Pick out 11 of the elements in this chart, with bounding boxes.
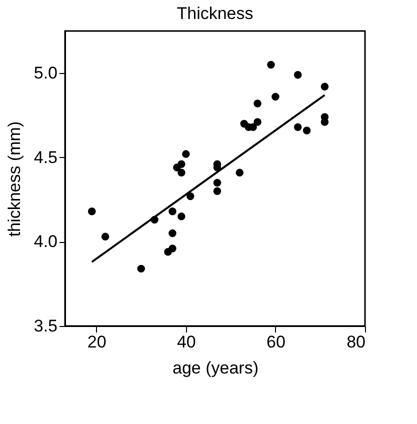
y-tick-label: 4.5 [34, 148, 58, 167]
x-tick-label: 80 [346, 332, 366, 352]
y-tick-label: 3.5 [34, 316, 58, 336]
y-axis-title: thickness (mm) [4, 121, 24, 237]
x-axis-title: age (years) [172, 358, 258, 378]
y-tick-label: 5.0 [34, 64, 58, 83]
x-tick-label: 40 [176, 332, 196, 352]
y-tick-label: 4.0 [34, 232, 58, 252]
chart-title: Thickness [176, 4, 254, 23]
x-tick-label: 60 [266, 332, 286, 352]
x-tick-label: 20 [87, 332, 106, 352]
